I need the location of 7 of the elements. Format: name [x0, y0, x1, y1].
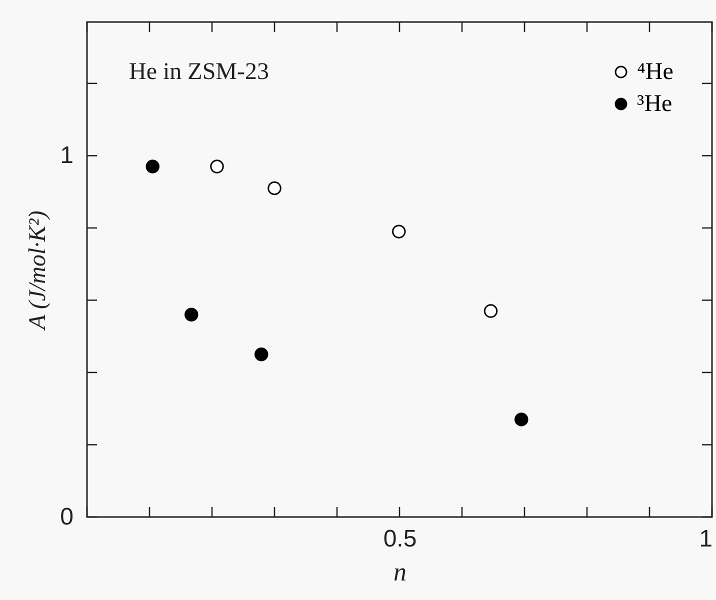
y-tick-label: 0 — [60, 504, 74, 530]
legend-label: ³He — [637, 91, 672, 117]
legend-label: ⁴He — [637, 59, 674, 85]
x-tick-label: 0.5 — [383, 526, 417, 552]
x-axis-title: n — [394, 558, 406, 586]
annotation: He in ZSM-23 — [129, 59, 269, 85]
y-axis-title: A (J/mol·K²) — [25, 210, 52, 332]
